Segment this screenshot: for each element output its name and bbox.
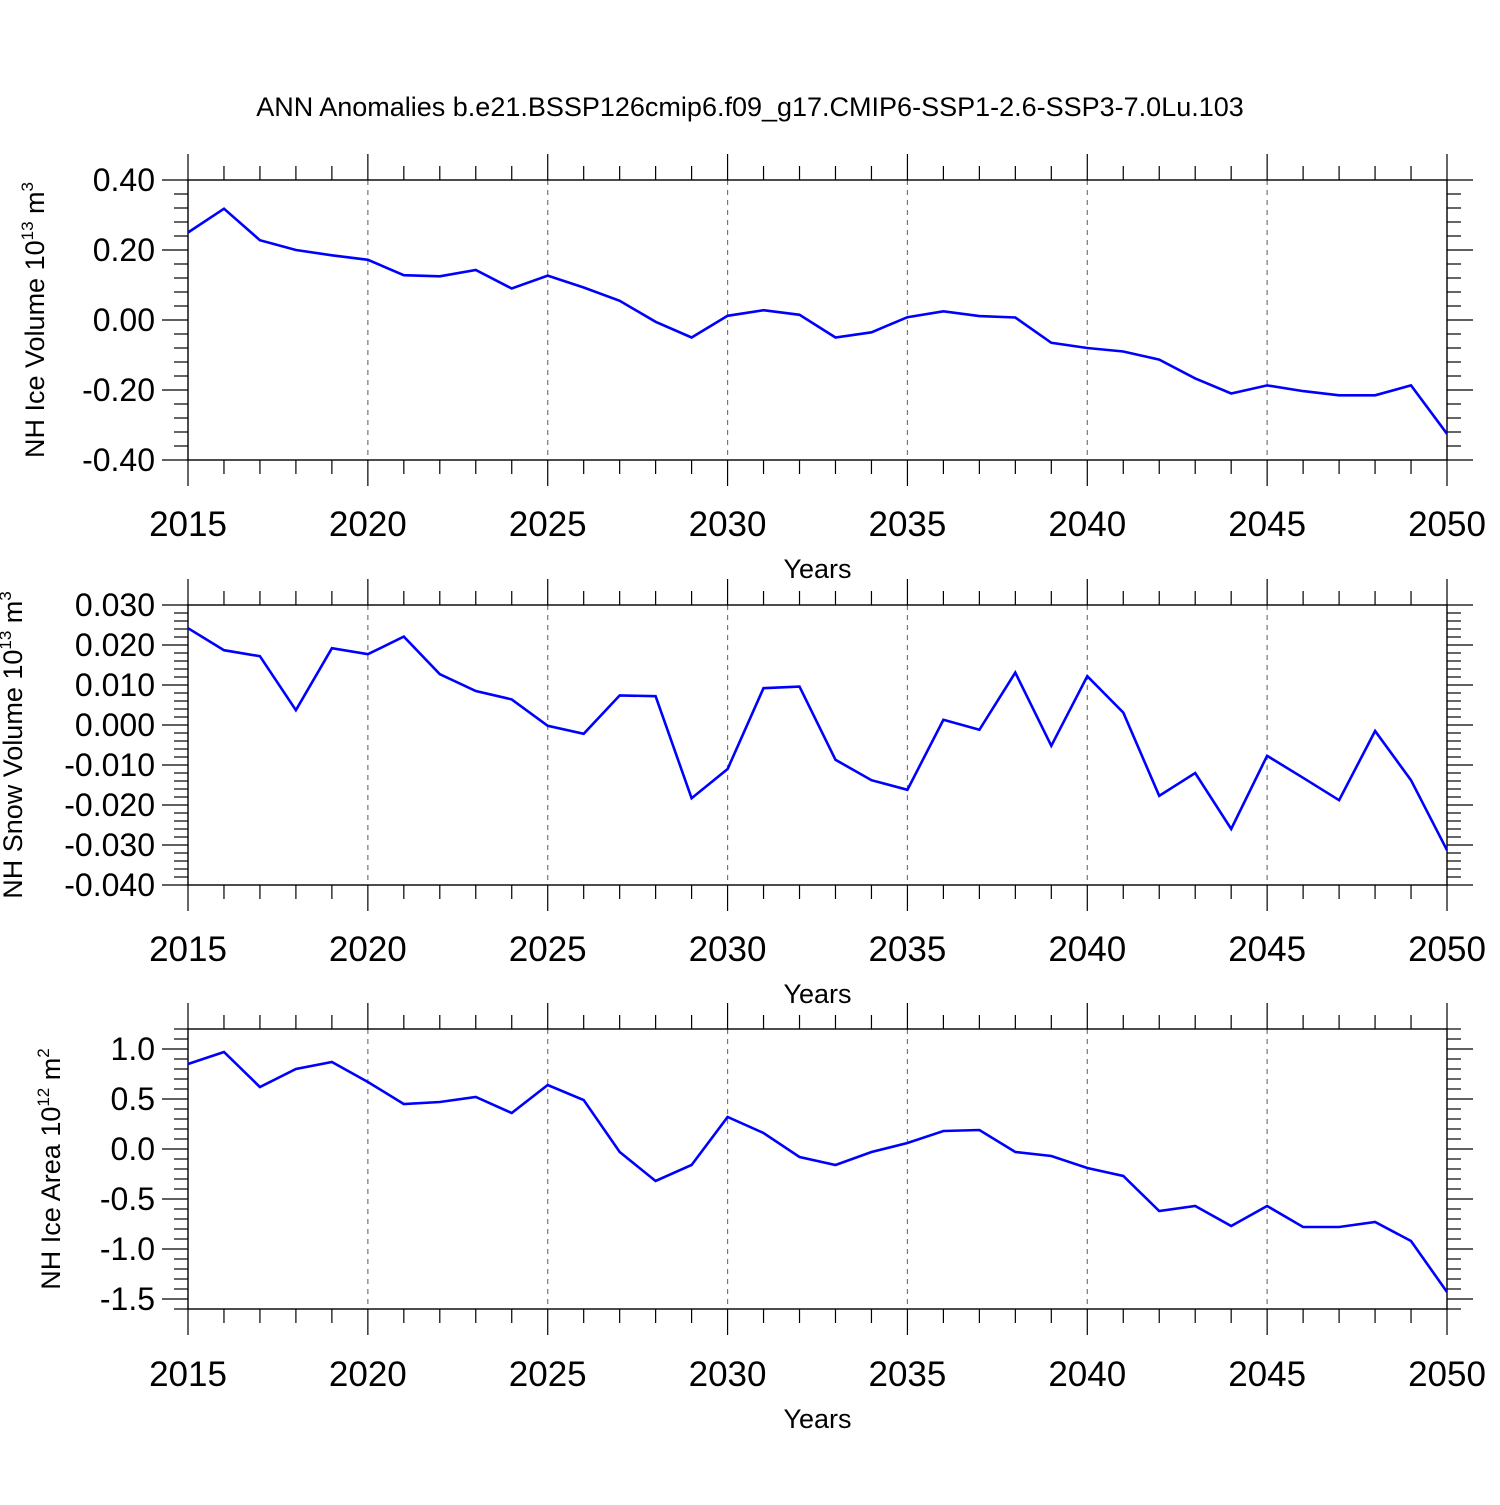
plot-frame	[187, 179, 1448, 461]
y-axis-label-exp: 12	[34, 1088, 53, 1107]
plot-frame	[187, 1028, 1448, 1310]
x-tick-label: 2035	[868, 1355, 946, 1394]
y-axis-label-unit-exp: 3	[18, 182, 37, 191]
x-tick-label: 2030	[689, 930, 767, 969]
y-tick-label: -0.010	[64, 747, 155, 783]
y-tick-label: 0.030	[75, 587, 155, 623]
y-tick-label: -0.030	[64, 827, 155, 863]
y-tick-label: 0.20	[93, 232, 155, 268]
x-tick-label: 2045	[1228, 505, 1306, 544]
series-line-nh-snow-volume	[187, 627, 1449, 851]
y-axis-label-unit: m	[36, 1058, 66, 1088]
y-axis-label: NH Snow Volume 1013 m3	[0, 591, 28, 899]
x-tick-label: 2050	[1408, 1355, 1486, 1394]
plot-frame	[187, 604, 1448, 886]
x-axis-label: Years	[783, 1404, 851, 1434]
y-axis-label-unit-exp: 3	[0, 591, 15, 600]
x-tick-label: 2015	[149, 1355, 227, 1394]
x-axis-label: Years	[783, 979, 851, 1009]
x-tick-label: 2050	[1408, 930, 1486, 969]
chart-panel-3: 2015 2020 2025 2030 2035 2040 2045 2050 -1.5 -1.0…	[34, 1003, 1486, 1434]
x-tick-label: 2025	[509, 930, 587, 969]
y-axis-label-main: NH Ice Area 10	[36, 1107, 66, 1290]
y-tick-label: -1.0	[100, 1231, 155, 1267]
y-tick-label: -1.5	[100, 1281, 155, 1317]
y-tick-label: 0.000	[75, 707, 155, 743]
y-axis-label-unit: m	[20, 191, 50, 221]
x-tick-label: 2030	[689, 1355, 767, 1394]
x-tick-label: 2045	[1228, 1355, 1306, 1394]
y-tick-label: 0.0	[111, 1131, 155, 1167]
x-tick-label: 2025	[509, 1355, 587, 1394]
y-tick-label: 0.40	[93, 162, 155, 198]
x-axis-label: Years	[783, 554, 851, 584]
x-tick-label: 2030	[689, 505, 767, 544]
y-tick-label: 0.5	[111, 1081, 155, 1117]
y-axis-label: NH Ice Area 1012 m2	[34, 1048, 66, 1289]
y-axis-label-exp: 13	[0, 631, 15, 650]
x-tick-label: 2020	[329, 505, 407, 544]
x-tick-label: 2035	[868, 930, 946, 969]
y-tick-label: 0.010	[75, 667, 155, 703]
chart-panel-2: 2015 2020 2025 2030 2035 2040 2045 2050 -0.040 -0…	[0, 579, 1486, 1009]
y-tick-label: 0.020	[75, 627, 155, 663]
y-tick-label: -0.020	[64, 787, 155, 823]
y-axis-label: NH Ice Volume 1013 m3	[18, 182, 50, 458]
x-tick-label: 2050	[1408, 505, 1486, 544]
y-tick-label: -0.20	[82, 372, 155, 408]
x-tick-label: 2040	[1048, 1355, 1126, 1394]
y-tick-label: -0.040	[64, 867, 155, 903]
y-tick-label: 1.0	[111, 1031, 155, 1067]
x-tick-label: 2015	[149, 505, 227, 544]
x-tick-label: 2045	[1228, 930, 1306, 969]
x-tick-label: 2015	[149, 930, 227, 969]
y-axis-label-exp: 13	[18, 221, 37, 240]
x-tick-label: 2040	[1048, 505, 1126, 544]
y-tick-label: -0.40	[82, 442, 155, 478]
y-axis-label-unit: m	[0, 601, 28, 631]
x-tick-label: 2035	[868, 505, 946, 544]
x-tick-label: 2020	[329, 930, 407, 969]
y-axis-label-main: NH Ice Volume 10	[20, 240, 50, 458]
x-tick-label: 2040	[1048, 930, 1126, 969]
y-tick-label: -0.5	[100, 1181, 155, 1217]
x-tick-label: 2025	[509, 505, 587, 544]
chart-panel-1: 2015 2020 2025 2030 2035 2040 2045 2050 -0.40 -0.…	[18, 154, 1486, 584]
y-tick-label: 0.00	[93, 302, 155, 338]
y-axis-label-main: NH Snow Volume 10	[0, 650, 28, 899]
x-tick-label: 2020	[329, 1355, 407, 1394]
chart-title: ANN Anomalies b.e21.BSSP126cmip6.f09_g17…	[256, 92, 1244, 122]
y-axis-label-unit-exp: 2	[34, 1048, 53, 1057]
series-line-nh-ice-area	[187, 1050, 1449, 1293]
series-line-nh-ice-volume	[187, 207, 1449, 435]
